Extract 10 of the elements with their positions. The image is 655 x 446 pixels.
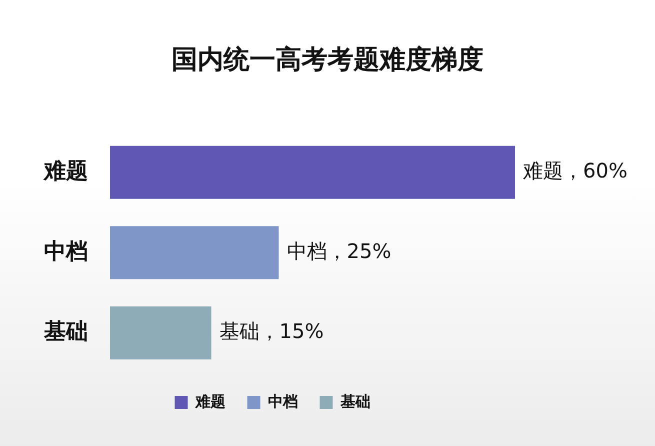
- y-tick-label: 中档: [44, 239, 88, 264]
- y-tick-label: 基础: [43, 320, 88, 345]
- legend-label: 中档: [268, 392, 298, 410]
- data-label: 难题，60%: [522, 158, 628, 183]
- chart-title: 国内统一高考考题难度梯度: [170, 44, 484, 77]
- legend-label: 难题: [194, 392, 226, 410]
- y-tick-label: 难题: [43, 159, 88, 184]
- data-label: 基础，15%: [219, 319, 324, 344]
- data-label: 中档，25%: [286, 238, 392, 263]
- legend-label: 基础: [339, 392, 370, 410]
